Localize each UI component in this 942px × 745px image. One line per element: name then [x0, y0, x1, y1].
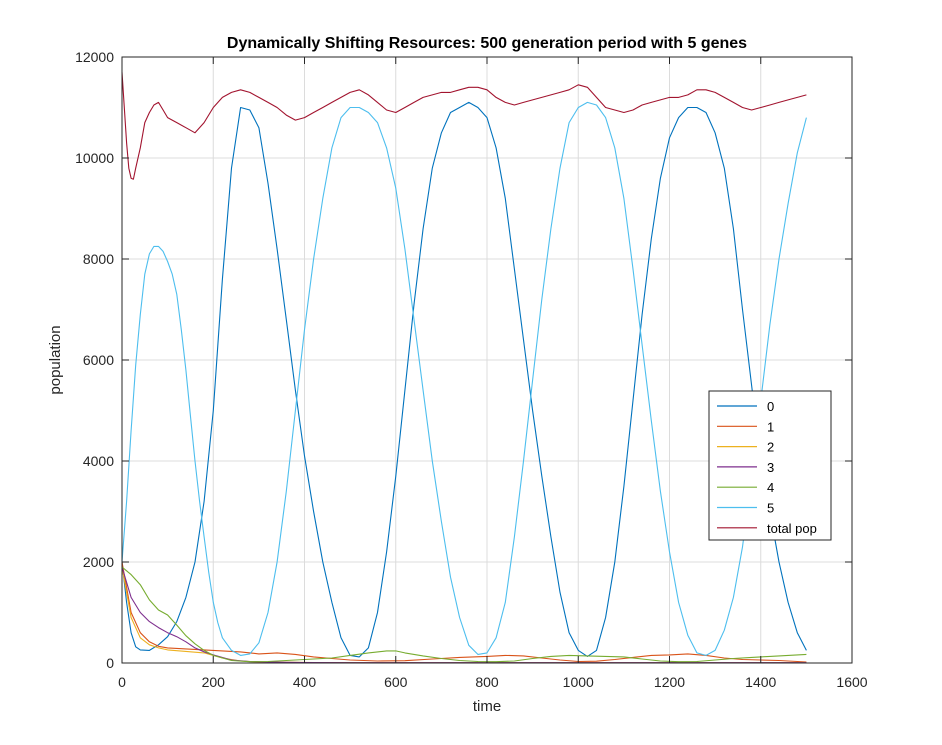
x-tick-label: 200 [202, 674, 226, 690]
x-tick-label: 800 [475, 674, 499, 690]
y-tick-label: 4000 [83, 453, 114, 469]
series-line-1 [121, 561, 807, 663]
legend-label: 1 [767, 419, 774, 434]
y-tick-label: 8000 [83, 251, 114, 267]
series-line-0 [121, 101, 807, 658]
grid-lines [122, 57, 852, 663]
series-line-4 [121, 566, 807, 663]
legend-entries: 0 1 2 3 4 5 total pop [717, 399, 817, 536]
y-tick-label: 6000 [83, 352, 114, 368]
x-tick-label: 0 [118, 674, 126, 690]
y-tick-label: 0 [106, 655, 114, 671]
series-line-5 [121, 101, 807, 656]
x-tick-label: 600 [384, 674, 408, 690]
legend-label: total pop [767, 521, 817, 536]
legend-label: 3 [767, 460, 774, 475]
chart-title: Dynamically Shifting Resources: 500 gene… [227, 35, 747, 52]
legend-label: 2 [767, 440, 774, 455]
x-tick-label: 1600 [836, 674, 867, 690]
x-tick-label: 1000 [563, 674, 594, 690]
legend: 0 1 2 3 4 5 total pop [708, 390, 832, 541]
x-axis-label: time [473, 698, 501, 715]
y-tick-label: 10000 [75, 150, 114, 166]
series-line-total-pop [121, 72, 807, 180]
legend-box [708, 390, 832, 541]
plot-area [121, 56, 853, 664]
legend-label: 4 [767, 480, 774, 495]
x-tick-label: 400 [293, 674, 317, 690]
x-tick-label: 1400 [745, 674, 776, 690]
x-tick-label: 1200 [654, 674, 685, 690]
x-tick-labels: 0 200 400 600 800 1000 1200 1400 1600 [118, 674, 868, 690]
legend-label: 0 [767, 399, 774, 414]
legend-label: 5 [767, 501, 774, 516]
tick-marks [121, 56, 853, 664]
y-axis-label: population [47, 325, 64, 394]
y-tick-label: 2000 [83, 554, 114, 570]
y-tick-labels: 0 2000 4000 6000 8000 10000 12000 [75, 49, 114, 671]
y-tick-label: 12000 [75, 49, 114, 65]
